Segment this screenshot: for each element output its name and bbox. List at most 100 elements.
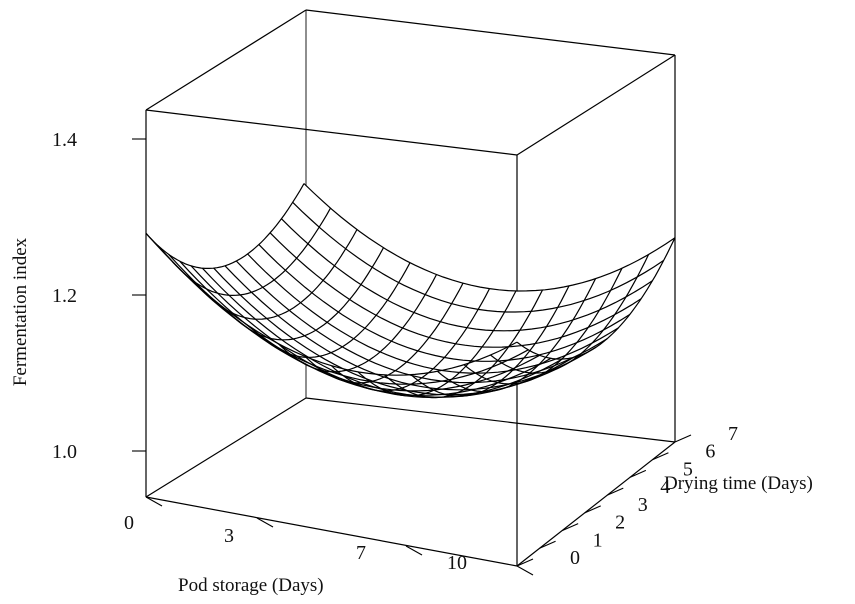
surface-face <box>251 287 290 316</box>
surface-face <box>353 328 392 352</box>
surface-face <box>576 314 615 343</box>
surface-face <box>440 303 479 328</box>
surface-face <box>202 268 241 296</box>
surface-face <box>300 292 339 323</box>
surface-face <box>225 261 263 293</box>
z-tick-label: 1.2 <box>52 285 77 307</box>
surface-face <box>345 229 384 268</box>
x-axis: 0 3 7 10 Pod storage (Days) <box>124 496 534 596</box>
surface-face <box>255 318 294 340</box>
surface-line-storage <box>190 265 563 399</box>
y-tick-mark <box>607 487 624 496</box>
surface-face <box>278 343 317 367</box>
surface-face <box>323 265 361 300</box>
surface-face <box>289 302 328 331</box>
surface-face <box>349 284 388 316</box>
y-tick-label: 4 <box>660 476 670 498</box>
surface-face <box>206 288 245 318</box>
plot-box <box>145 9 676 567</box>
surface-face <box>546 300 585 327</box>
surface-face <box>247 244 286 280</box>
y-axis-title: Drying time (Days) <box>664 473 813 494</box>
surface-face <box>319 352 358 371</box>
surface-face <box>270 218 308 259</box>
surface-face <box>603 298 642 331</box>
surface-face <box>584 268 622 301</box>
surface-face <box>334 248 373 285</box>
surface-face <box>213 265 252 295</box>
y-tick-mark <box>561 523 579 532</box>
surface-face <box>580 327 619 354</box>
surface-face <box>232 313 271 339</box>
surface-face <box>236 254 275 288</box>
surface-face <box>358 371 396 384</box>
surface-face <box>565 330 604 356</box>
x-tick-label: 0 <box>124 512 134 534</box>
surface-face <box>413 294 452 322</box>
surface-face <box>417 337 456 358</box>
surface-face <box>372 247 410 283</box>
surface-face <box>327 312 365 339</box>
surface-face <box>519 307 558 331</box>
surface-face <box>531 285 569 312</box>
surface-face <box>304 330 343 353</box>
box-top-3 <box>516 54 676 156</box>
z-axis-title: Fermentation index <box>10 237 31 386</box>
box-top-4 <box>145 109 518 156</box>
y-tick-label: 1 <box>593 529 603 551</box>
surface-face <box>464 355 502 374</box>
surface-face <box>217 293 256 320</box>
x-tick-label: 7 <box>356 542 366 564</box>
surface-face <box>342 375 381 389</box>
box-bottom-2 <box>516 441 676 567</box>
surface-face <box>278 310 316 336</box>
surface-line-storage <box>303 183 676 292</box>
surface-face <box>391 328 430 351</box>
y-tick-label: 0 <box>570 547 580 569</box>
x-tick-label: 10 <box>447 552 467 574</box>
surface-face <box>191 265 229 296</box>
surface-face <box>592 314 630 344</box>
y-tick-mark <box>652 452 669 461</box>
x-tick-mark <box>256 517 274 528</box>
surface-face <box>376 300 414 328</box>
y-tick-label: 6 <box>705 441 715 463</box>
surface-face <box>285 258 324 293</box>
box-bottom-3 <box>145 397 307 498</box>
surface-face <box>637 237 675 277</box>
surface-face <box>293 335 331 357</box>
surface-face <box>360 267 399 301</box>
y-tick-mark <box>539 540 556 549</box>
box-top-2 <box>305 9 676 56</box>
box-top-1 <box>145 9 307 111</box>
surface-face <box>266 315 305 339</box>
surface-line-storage <box>224 265 597 391</box>
surface-face <box>625 260 664 297</box>
surface-face <box>368 351 407 371</box>
x-tick-mark <box>405 545 423 556</box>
surface-face <box>444 343 483 361</box>
y-tick-mark <box>674 434 692 443</box>
box-bottom-4 <box>305 397 676 443</box>
surface-face <box>274 270 312 303</box>
y-tick-mark <box>516 558 534 567</box>
x-axis-title: Pod storage (Days) <box>178 575 324 596</box>
z-tick-label: 1.0 <box>52 441 77 463</box>
surface-face <box>281 202 320 244</box>
surface-line-storage <box>168 253 540 392</box>
surface-line-storage <box>247 253 619 374</box>
surface-face <box>281 339 320 358</box>
surface-face <box>380 341 418 362</box>
surface-face <box>501 349 540 369</box>
surface-mesh <box>145 183 676 399</box>
surface-face <box>429 321 467 344</box>
surface-face <box>550 327 589 352</box>
surface-face <box>557 278 596 308</box>
surface-line-storage <box>280 218 653 332</box>
surface-face <box>258 232 297 271</box>
surface-face <box>599 276 638 311</box>
surface-face <box>319 208 357 249</box>
surface-line-storage <box>235 260 608 384</box>
surface-face <box>357 360 396 378</box>
surface-line-storage <box>292 201 665 313</box>
